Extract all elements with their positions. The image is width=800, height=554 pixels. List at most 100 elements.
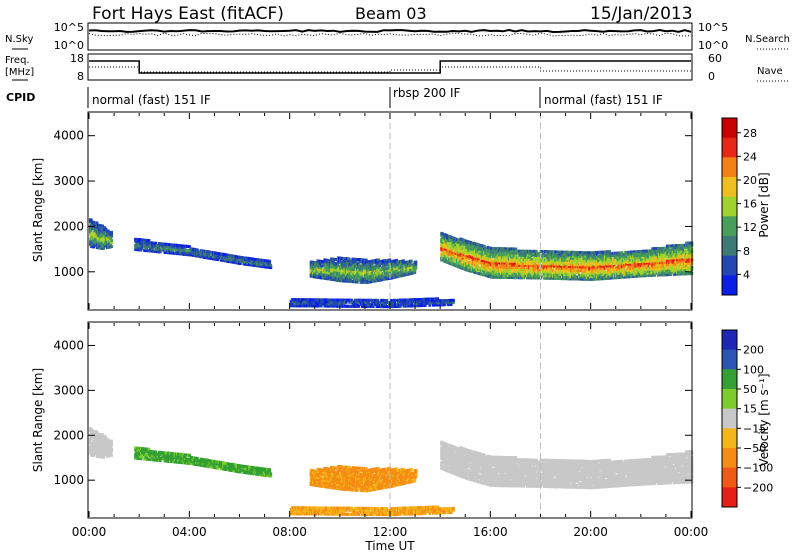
heatmap-cell [526,272,529,276]
heatmap-cell [383,277,386,281]
heatmap-cell [101,439,104,443]
noise-right-tick-top: 10^5 [698,21,728,34]
heatmap-cell [469,261,473,265]
colorbar-swatch [722,275,737,296]
heatmap-cell [484,267,487,271]
heatmap-cell [393,267,396,271]
heatmap-cell [474,264,477,268]
heatmap-cell [470,253,474,257]
heatmap-cell [674,250,678,254]
heatmap-cell [465,266,468,270]
heatmap-cell [363,279,367,282]
heatmap-cell [385,299,389,302]
heatmap-cell [370,263,374,267]
heatmap-cell [515,263,519,267]
heatmap-cell [102,455,106,459]
heatmap-cell [232,260,235,264]
heatmap-cell [320,304,323,308]
heatmap-cell [364,304,367,308]
heatmap-cell [360,274,364,278]
heatmap-cell [103,451,107,455]
heatmap-cell [533,268,537,272]
heatmap-cell [523,251,527,255]
heatmap-cell [519,268,522,271]
heatmap-cell [465,258,468,262]
heatmap-cell [623,265,626,269]
heatmap-cell [410,302,413,306]
heatmap-cell [388,258,392,262]
heatmap-cell [623,267,626,271]
heatmap-cell [548,264,552,268]
heatmap-cell [679,256,683,260]
heatmap-cell [251,257,255,261]
heatmap-cell [658,263,661,267]
heatmap-cell [650,271,653,275]
heatmap-cell [474,268,477,272]
heatmap-cell [479,270,483,274]
heatmap-cell [189,253,193,257]
heatmap-cell [148,456,152,459]
heatmap-cell [239,262,242,265]
heatmap-cell [489,246,493,250]
heatmap-cell [637,252,641,256]
heatmap-cell [175,454,179,458]
y-tick-label: 4000 [53,129,84,143]
heatmap-cell [564,256,567,260]
heatmap-cell [598,263,601,267]
heatmap-cell [319,302,322,306]
heatmap-cell [560,273,564,276]
heatmap-cell [579,257,582,261]
heatmap-cell [498,273,502,277]
heatmap-cell [230,256,233,260]
heatmap-cell [667,264,670,268]
heatmap-cell [171,458,174,462]
heatmap-cell [680,252,684,256]
velocity-heatmap [89,427,694,517]
heatmap-cell [656,251,660,255]
heatmap-cell [151,245,154,249]
heatmap-cell [135,452,138,456]
heatmap-cell [492,253,495,257]
heatmap-cell [681,268,685,272]
heatmap-cell [619,267,623,271]
heatmap-cell [618,263,622,267]
heatmap-cell [107,229,110,233]
heatmap-cell [575,275,579,279]
heatmap-cell [489,259,493,263]
heatmap-cell [572,250,575,254]
heatmap-cell [647,253,651,257]
heatmap-cell [502,257,505,261]
heatmap-cell [469,241,473,244]
heatmap-cell [649,263,652,267]
colorbar-tick-label: 8 [743,245,750,258]
heatmap-cell [660,255,663,258]
heatmap-cell [200,255,204,259]
heatmap-cell [348,263,351,267]
heatmap-cell [590,271,593,275]
heatmap-cell [344,267,348,271]
heatmap-cell [342,298,346,302]
heatmap-cell [449,303,453,306]
heatmap-cell [99,449,102,453]
heatmap-cell [548,258,552,262]
heatmap-cell [173,251,177,255]
heatmap-cell [545,274,548,278]
heatmap-cell [103,244,107,248]
heatmap-cell [354,298,357,302]
heatmap-cell [603,264,607,268]
heatmap-cell [358,270,361,274]
heatmap-cell [635,266,638,270]
colorbar-frame [721,117,738,296]
heatmap-cell [530,258,534,261]
heatmap-cell [591,277,594,281]
heatmap-cell [620,257,624,261]
heatmap-cell [105,440,109,444]
heatmap-cell [371,269,375,273]
heatmap-cell [594,277,598,281]
colorbar-tick-label: 4 [743,268,750,281]
heatmap-cell [294,302,297,306]
heatmap-cell [452,240,456,244]
heatmap-cell [414,262,418,266]
heatmap-cell [101,230,104,234]
heatmap-cell [328,302,331,306]
